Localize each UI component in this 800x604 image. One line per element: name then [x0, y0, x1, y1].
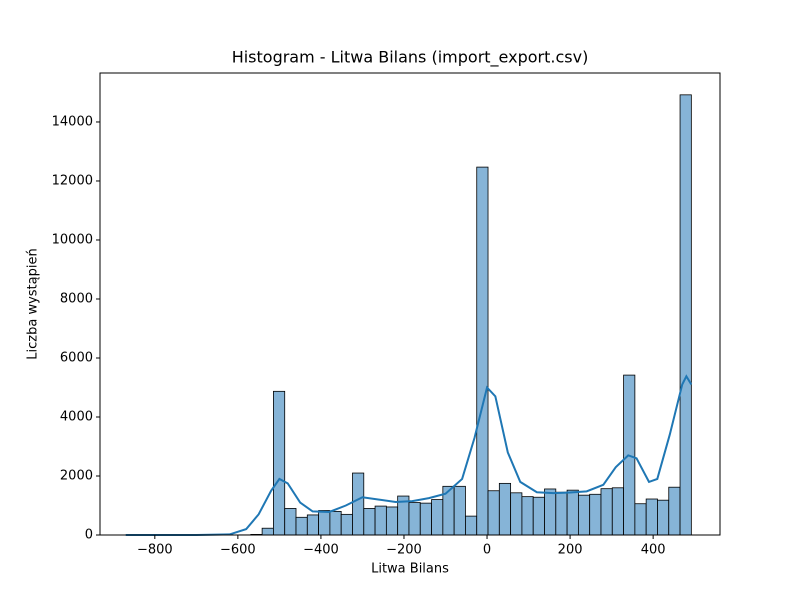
bar [307, 515, 318, 535]
x-tick-label: 200 [558, 543, 583, 558]
bar [420, 503, 431, 535]
bar [262, 528, 273, 535]
bar [285, 508, 296, 535]
y-tick-label: 4000 [60, 409, 93, 424]
bar [341, 514, 352, 535]
bar [273, 391, 284, 535]
y-tick-label: 8000 [60, 291, 93, 306]
bar [680, 95, 691, 535]
y-axis-label: Liczba wystąpień [26, 248, 41, 359]
x-tick-label: −400 [303, 543, 339, 558]
bar [522, 497, 533, 535]
y-tick-label: 14000 [52, 114, 93, 129]
bar [499, 483, 510, 535]
bar [567, 490, 578, 535]
bar [556, 492, 567, 535]
bar [635, 504, 646, 535]
bar [375, 506, 386, 535]
bar [578, 495, 589, 535]
bar [432, 500, 443, 535]
x-tick-label: −800 [137, 543, 173, 558]
bar [454, 486, 465, 535]
bar [646, 499, 657, 535]
bar [465, 516, 476, 535]
y-tick-label: 6000 [60, 350, 93, 365]
bar [601, 489, 612, 535]
x-tick-label: −200 [386, 543, 422, 558]
bar [296, 517, 307, 535]
bar [545, 489, 556, 535]
bar [590, 494, 601, 535]
bar [612, 488, 623, 535]
bar [533, 497, 544, 535]
bar [386, 507, 397, 535]
bar [488, 491, 499, 535]
x-tick-label: −600 [220, 543, 256, 558]
bar [319, 511, 330, 535]
y-tick-label: 2000 [60, 468, 93, 483]
y-tick-label: 10000 [52, 232, 93, 247]
x-axis-label: Litwa Bilans [371, 562, 449, 577]
y-tick-label: 0 [85, 528, 93, 543]
bar [511, 493, 522, 535]
bar [477, 167, 488, 535]
bar [409, 503, 420, 535]
x-tick-label: 400 [641, 543, 666, 558]
bar [330, 511, 341, 535]
bar [669, 487, 680, 535]
y-tick-label: 12000 [52, 173, 93, 188]
bar [364, 508, 375, 535]
bar [657, 500, 668, 535]
bar [352, 473, 363, 535]
x-tick-label: 0 [483, 543, 491, 558]
chart-title: Histogram - Litwa Bilans (import_export.… [232, 48, 589, 68]
